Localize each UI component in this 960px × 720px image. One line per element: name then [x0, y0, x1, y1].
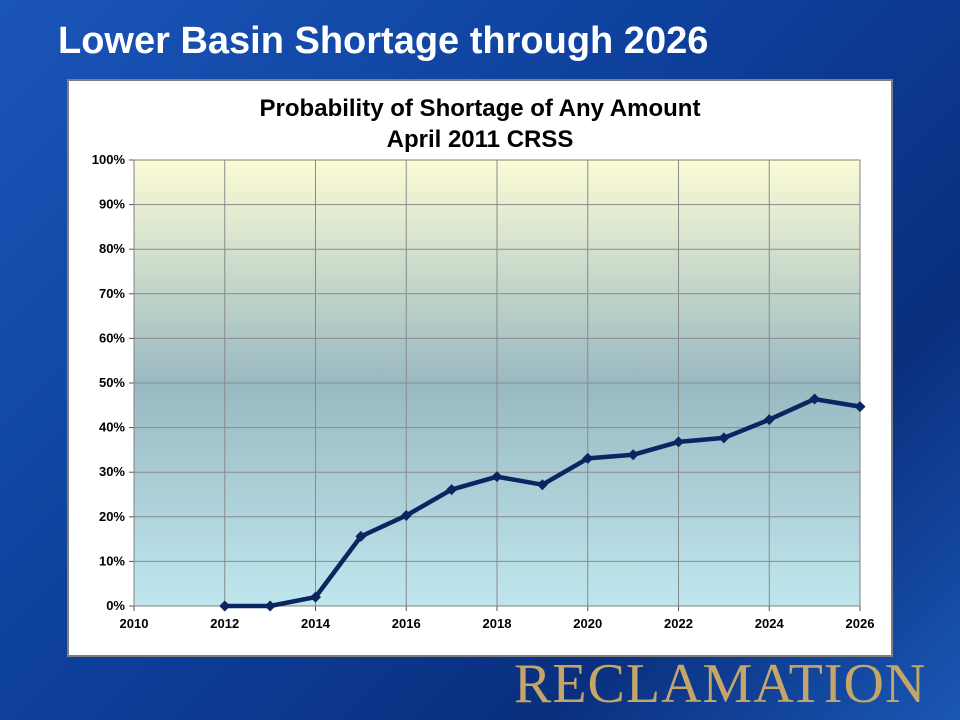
data-point-marker	[582, 452, 594, 464]
x-tick-label: 2016	[392, 616, 421, 631]
data-point-marker	[718, 432, 730, 444]
data-point-marker	[809, 393, 821, 405]
y-tick-label: 30%	[99, 464, 125, 479]
y-tick-label: 100%	[92, 152, 126, 167]
x-tick-label: 2024	[755, 616, 785, 631]
y-tick-label: 20%	[99, 509, 125, 524]
x-tick-label: 2026	[846, 616, 875, 631]
x-tick-label: 2014	[301, 616, 331, 631]
data-point-marker	[673, 436, 684, 448]
y-tick-label: 0%	[106, 598, 125, 613]
data-point-marker	[854, 401, 866, 413]
y-tick-label: 10%	[99, 553, 125, 568]
chart-subtitle: April 2011 CRSS	[386, 126, 574, 153]
slide-title: Lower Basin Shortage through 2026	[58, 20, 709, 62]
y-tick-label: 70%	[99, 286, 125, 301]
x-tick-label: 2018	[483, 616, 512, 631]
data-point-marker	[219, 600, 231, 612]
y-tick-label: 60%	[99, 330, 125, 345]
chart-panel: Probability of Shortage of Any Amount Ap…	[67, 79, 893, 657]
x-tick-label: 2012	[210, 616, 239, 631]
data-point-marker	[627, 449, 639, 461]
reclamation-logo: RECLAMATION	[514, 653, 927, 715]
data-point-marker	[536, 479, 548, 491]
data-point-marker	[355, 530, 367, 542]
data-point-marker	[264, 600, 276, 612]
data-point-marker	[491, 471, 503, 483]
y-tick-label: 50%	[99, 375, 125, 390]
x-tick-label: 2020	[573, 616, 602, 631]
data-point-marker	[763, 414, 775, 426]
line-chart: 0% 10% 20% 30% 40% 50% 60% 70% 80% 90% 100% 2010 201…	[92, 152, 875, 631]
data-point-marker	[400, 509, 412, 521]
x-tick-label: 2022	[664, 616, 693, 631]
data-point-marker	[446, 484, 458, 496]
data-point-marker	[310, 591, 321, 603]
chart-title: Probability of Shortage of Any Amount	[259, 95, 701, 122]
y-tick-label: 80%	[99, 241, 125, 256]
y-tick-label: 40%	[99, 420, 125, 435]
plot-border	[133, 159, 861, 607]
y-tick-label: 90%	[99, 197, 125, 212]
x-tick-label: 2010	[120, 616, 149, 631]
